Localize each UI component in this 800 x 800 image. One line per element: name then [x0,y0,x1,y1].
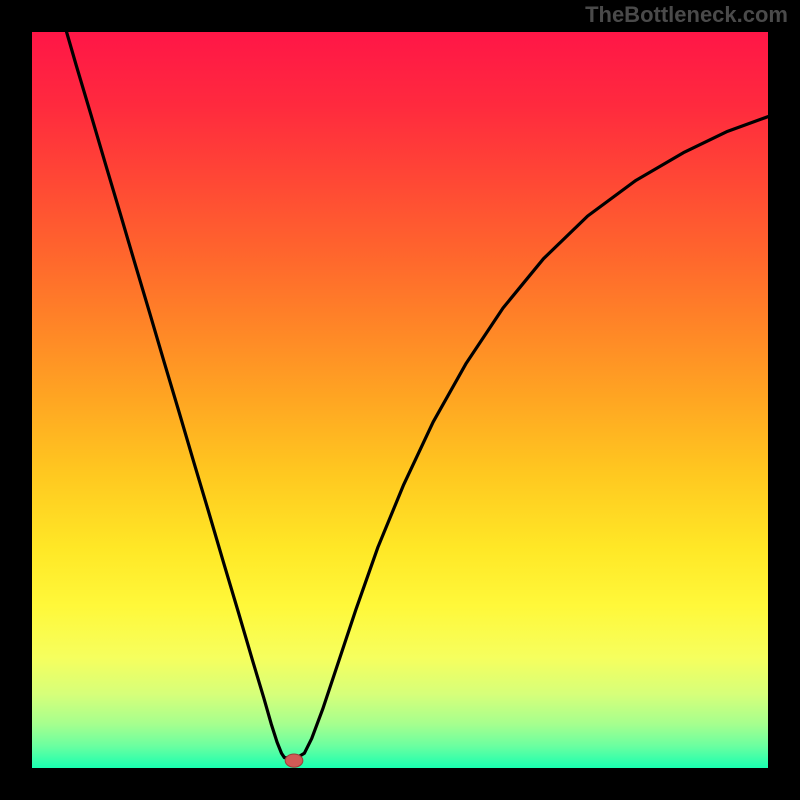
plot-area [32,32,768,768]
plot-background [32,32,768,768]
watermark-text: TheBottleneck.com [585,2,788,28]
chart-container: TheBottleneck.com [0,0,800,800]
chart-svg [32,32,768,768]
optimum-marker [285,754,303,767]
